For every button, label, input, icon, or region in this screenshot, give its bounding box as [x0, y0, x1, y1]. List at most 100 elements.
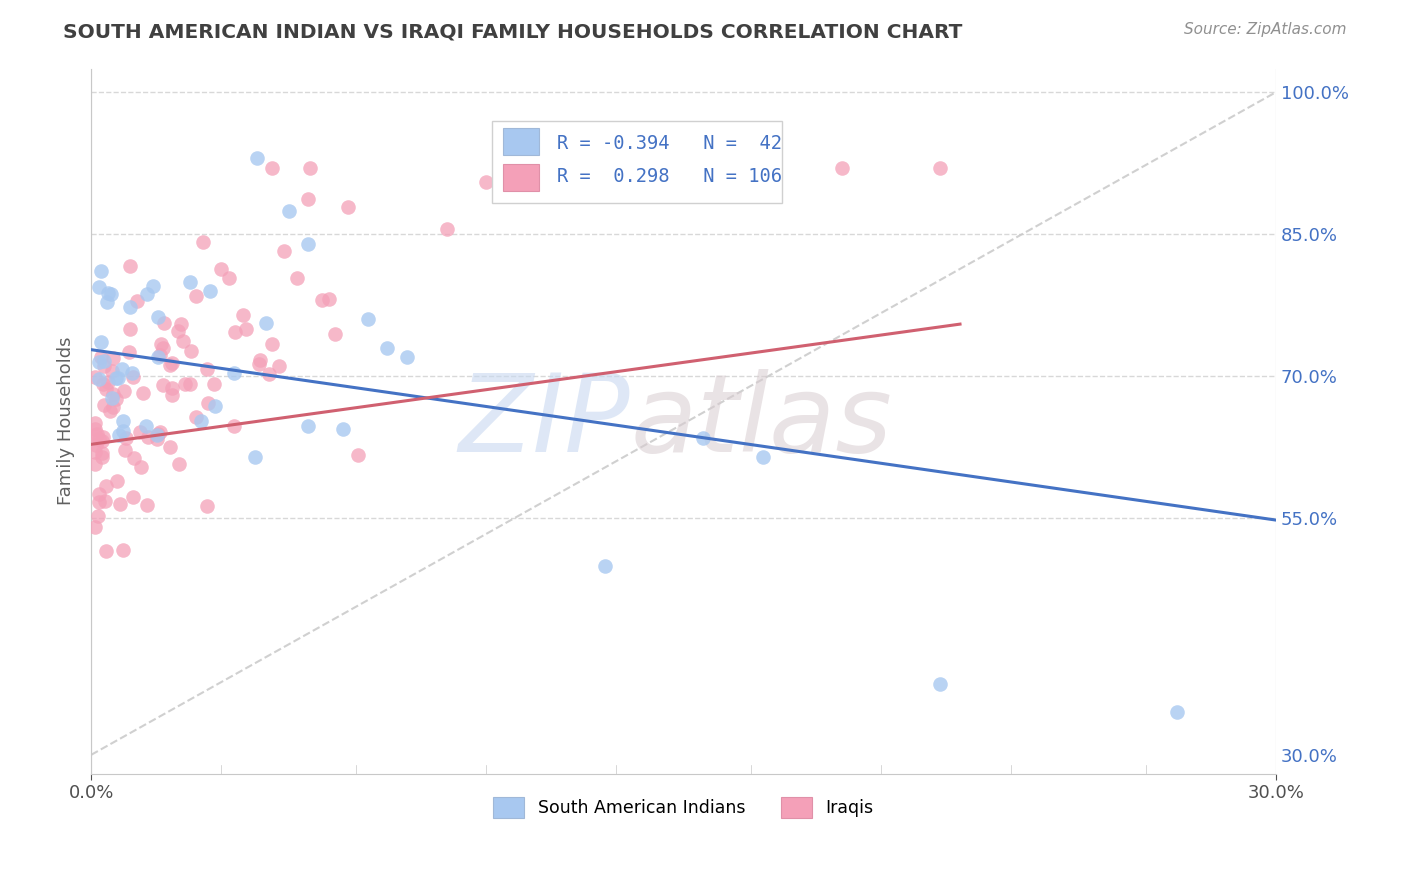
- Point: [84, 457, 107, 471]
- Text: Source: ZipAtlas.com: Source: ZipAtlas.com: [1184, 22, 1347, 37]
- Point: [929, 677, 952, 691]
- Point: [929, 161, 952, 175]
- Point: [108, 497, 131, 511]
- Point: [97, 286, 120, 301]
- Point: [179, 377, 201, 392]
- Point: [149, 348, 172, 362]
- Point: [692, 431, 714, 445]
- Point: [179, 275, 201, 289]
- Point: [89, 487, 111, 501]
- Point: [114, 442, 136, 457]
- Legend: South American Indians, Iraqis: South American Indians, Iraqis: [486, 790, 880, 825]
- Point: [122, 451, 145, 466]
- Point: [336, 200, 359, 214]
- Point: [129, 425, 152, 439]
- Point: [120, 300, 142, 314]
- Text: R =  0.298   N = 106: R = 0.298 N = 106: [557, 168, 782, 186]
- Point: [197, 396, 219, 410]
- Point: [148, 425, 170, 439]
- Point: [148, 310, 170, 324]
- Point: [285, 271, 308, 285]
- FancyBboxPatch shape: [492, 121, 782, 202]
- Point: [202, 376, 225, 391]
- Point: [103, 351, 125, 365]
- Point: [554, 170, 576, 185]
- Point: [160, 381, 183, 395]
- Point: [121, 366, 143, 380]
- Point: [87, 508, 110, 523]
- Point: [90, 446, 112, 460]
- Point: [101, 364, 124, 378]
- Point: [184, 289, 207, 303]
- Point: [235, 322, 257, 336]
- Point: [112, 384, 135, 398]
- Point: [129, 460, 152, 475]
- Point: [86, 438, 108, 452]
- Point: [120, 322, 142, 336]
- Point: [107, 371, 129, 385]
- Point: [111, 362, 134, 376]
- Point: [267, 359, 290, 373]
- Point: [142, 278, 165, 293]
- Point: [246, 152, 269, 166]
- Point: [298, 161, 321, 175]
- Point: [475, 175, 498, 189]
- Point: [121, 491, 143, 505]
- Point: [172, 334, 194, 349]
- Point: [90, 350, 112, 364]
- Point: [91, 430, 114, 444]
- Point: [91, 376, 114, 391]
- Point: [195, 362, 218, 376]
- Point: [87, 495, 110, 509]
- Point: [104, 392, 127, 407]
- Point: [84, 519, 107, 533]
- Point: [332, 422, 354, 436]
- Point: [87, 280, 110, 294]
- Point: [93, 353, 115, 368]
- Point: [247, 357, 270, 371]
- Point: [396, 351, 419, 365]
- Point: [94, 493, 117, 508]
- Point: [87, 355, 110, 369]
- Point: [87, 372, 110, 386]
- Point: [135, 499, 157, 513]
- Point: [84, 416, 107, 430]
- Point: [273, 244, 295, 259]
- Point: [174, 376, 197, 391]
- Point: [89, 433, 111, 447]
- Point: [125, 294, 148, 309]
- Point: [105, 370, 128, 384]
- Point: [94, 543, 117, 558]
- Text: R = -0.394   N =  42: R = -0.394 N = 42: [557, 134, 782, 153]
- Point: [97, 376, 120, 390]
- Point: [1166, 705, 1188, 719]
- Point: [152, 341, 174, 355]
- Text: ZIP: ZIP: [458, 368, 630, 474]
- Point: [166, 324, 188, 338]
- Point: [160, 388, 183, 402]
- Point: [84, 445, 107, 459]
- Point: [94, 382, 117, 396]
- Point: [222, 418, 245, 433]
- Point: [108, 428, 131, 442]
- Point: [262, 161, 284, 175]
- Point: [831, 161, 853, 175]
- Point: [254, 316, 277, 330]
- Point: [90, 334, 112, 349]
- Point: [148, 427, 170, 442]
- Point: [93, 359, 115, 373]
- Point: [86, 427, 108, 442]
- FancyBboxPatch shape: [503, 164, 538, 191]
- Point: [103, 387, 125, 401]
- Point: [180, 344, 202, 359]
- Point: [111, 414, 134, 428]
- Point: [132, 385, 155, 400]
- Point: [204, 399, 226, 413]
- Point: [146, 432, 169, 446]
- Point: [152, 377, 174, 392]
- Point: [198, 284, 221, 298]
- Text: atlas: atlas: [630, 368, 893, 474]
- Point: [111, 425, 134, 439]
- Point: [84, 422, 107, 436]
- Point: [153, 316, 176, 330]
